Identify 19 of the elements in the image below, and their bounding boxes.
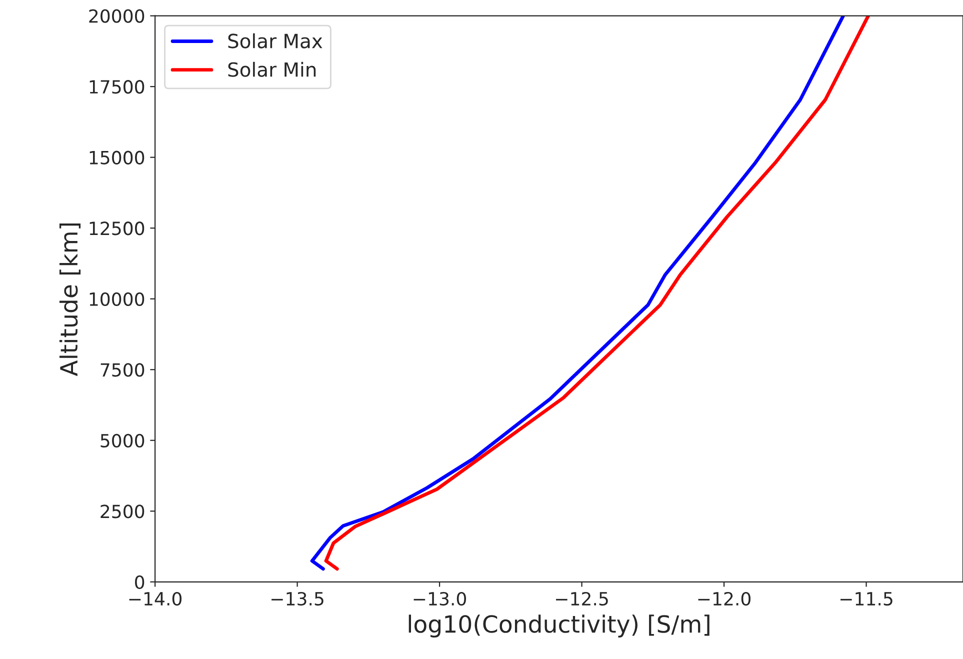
y-tick-label: 5000: [100, 434, 144, 448]
x-tick-label: −11.5: [840, 592, 892, 606]
y-tick-label: 15000: [90, 150, 144, 164]
y-tick-label: 7500: [100, 363, 144, 377]
x-tick-label: −13.0: [414, 592, 466, 606]
x-tick-label: −12.5: [556, 592, 608, 606]
y-tick-label: 0: [135, 575, 144, 590]
x-tick-label: −13.5: [272, 592, 324, 606]
x-tick-label: −14.0: [129, 592, 182, 606]
legend-label: Solar Min: [228, 62, 316, 77]
legend-label: Solar Max: [228, 33, 322, 48]
y-tick-label: 10000: [90, 292, 144, 306]
y-tick-label: 12500: [90, 222, 144, 236]
x-axis-title: log10(Conductivity) [S/m]: [408, 614, 710, 638]
y-tick-label: 2500: [100, 504, 144, 518]
x-tick-label: −12.0: [698, 592, 750, 606]
y-tick-label: 17500: [90, 80, 144, 94]
y-axis-title: Altitude [km]: [59, 223, 81, 376]
y-tick-label: 20000: [89, 9, 144, 23]
